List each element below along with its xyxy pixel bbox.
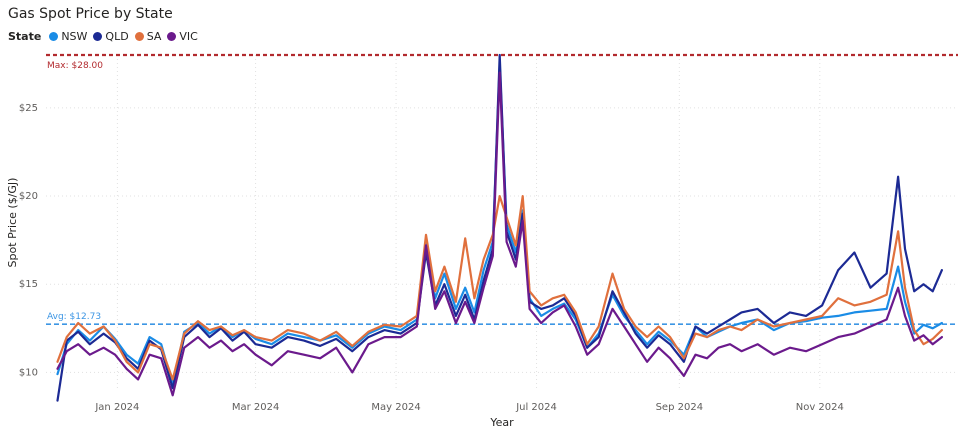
legend-label-nsw: NSW [61, 30, 88, 43]
x-tick-label: Sep 2024 [656, 402, 703, 413]
chart-title: Gas Spot Price by State [8, 6, 173, 22]
y-tick-label: $25 [19, 103, 38, 114]
legend-marker-qld [93, 32, 103, 41]
y-tick-label: $10 [19, 367, 38, 378]
legend: State NSW QLD SA VIC [8, 30, 198, 43]
legend-label-sa: SA [146, 30, 162, 43]
y-axis-title: Spot Price ($/GJ) [6, 178, 19, 268]
max-reference-label: Max: $28.00 [47, 61, 103, 71]
x-tick-label: Jul 2024 [515, 402, 557, 413]
x-tick-label: Nov 2024 [796, 402, 844, 413]
legend-marker-nsw [49, 32, 59, 41]
x-tick-label: May 2024 [371, 402, 420, 413]
legend-item-vic[interactable]: VIC [167, 30, 198, 43]
legend-item-nsw[interactable]: NSW [49, 30, 87, 43]
series-line-nsw [56, 62, 943, 386]
x-axis: Jan 2024 Mar 2024 May 2024 Jul 2024 Sep 2024… [94, 402, 844, 413]
x-tick-label: Jan 2024 [94, 402, 139, 413]
y-axis: $10 $15 $20 $25 [19, 103, 38, 378]
series-line-sa [56, 195, 943, 381]
avg-reference-label: Avg: $12.73 [47, 312, 101, 322]
x-axis-title: Year [489, 416, 514, 429]
series-line-vic [56, 71, 943, 397]
legend-marker-sa [134, 32, 144, 41]
legend-label-vic: VIC [179, 30, 198, 43]
legend-item-qld[interactable]: QLD [93, 30, 129, 43]
series-lines [56, 53, 943, 402]
y-tick-label: $15 [19, 279, 38, 290]
legend-item-sa[interactable]: SA [134, 30, 162, 43]
x-tick-label: Mar 2024 [232, 402, 280, 413]
legend-title: State [8, 30, 42, 43]
legend-marker-vic [167, 32, 177, 41]
y-tick-label: $20 [19, 191, 38, 202]
legend-label-qld: QLD [105, 30, 129, 43]
